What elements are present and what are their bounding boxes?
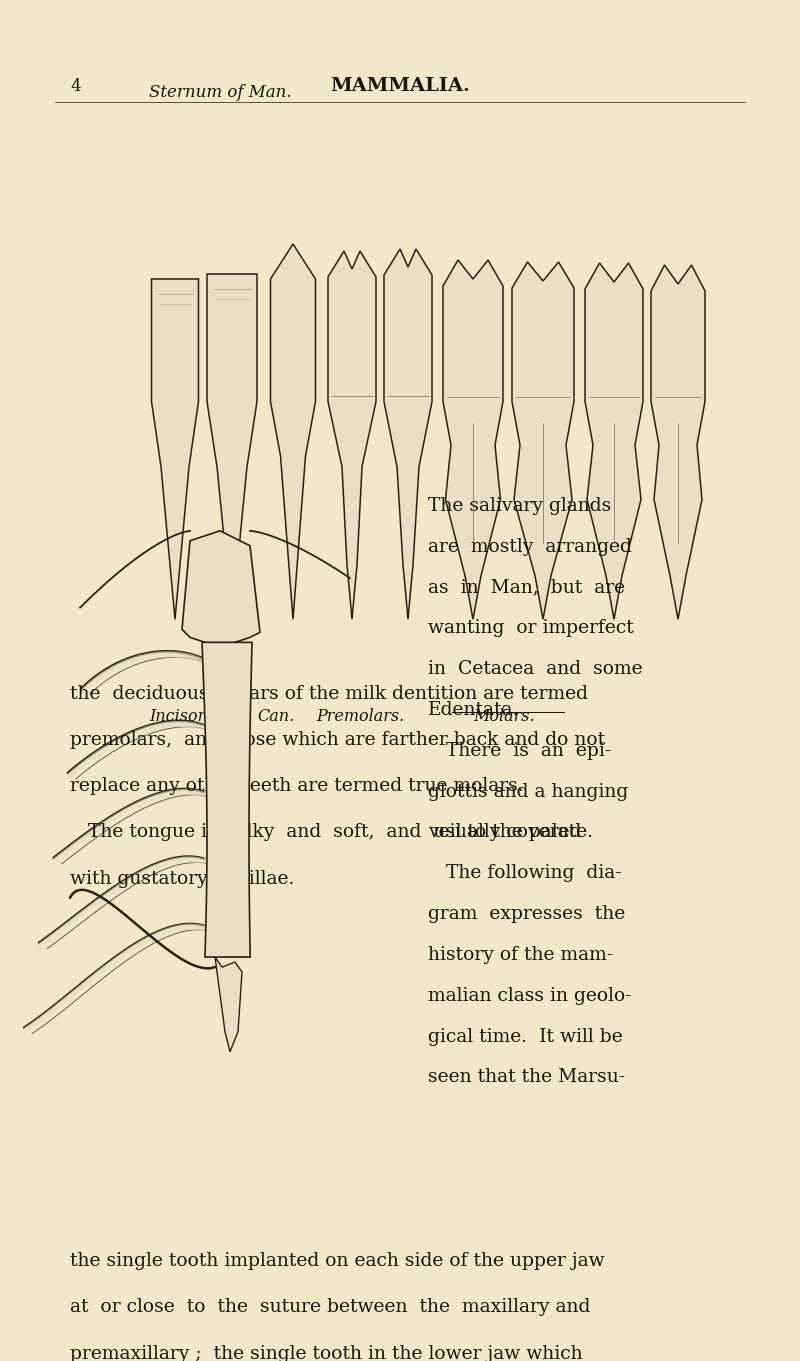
Polygon shape <box>207 274 257 619</box>
Text: Edentata.: Edentata. <box>428 701 519 719</box>
Polygon shape <box>270 244 315 619</box>
Polygon shape <box>151 279 198 619</box>
Polygon shape <box>443 260 503 619</box>
Polygon shape <box>512 263 574 619</box>
Polygon shape <box>182 531 260 648</box>
Text: 4: 4 <box>70 78 81 95</box>
Polygon shape <box>202 642 252 957</box>
Polygon shape <box>585 263 643 619</box>
Text: glottis and a hanging: glottis and a hanging <box>428 783 628 800</box>
Text: Can.: Can. <box>258 708 294 724</box>
Text: as  in  Man,  but  are: as in Man, but are <box>428 578 625 596</box>
Text: replace any other teeth are termed true molars.: replace any other teeth are termed true … <box>70 777 524 795</box>
Text: the single tooth implanted on each side of the upper jaw: the single tooth implanted on each side … <box>70 1252 605 1270</box>
Polygon shape <box>215 957 242 1052</box>
Text: Sternum of Man.: Sternum of Man. <box>149 84 291 101</box>
Text: are  mostly  arranged: are mostly arranged <box>428 538 632 555</box>
Text: with gustatory papillae.: with gustatory papillae. <box>70 870 294 887</box>
Text: gical time.  It will be: gical time. It will be <box>428 1028 622 1045</box>
Text: the  deciduous molars of the milk dentition are termed: the deciduous molars of the milk dentiti… <box>70 685 588 702</box>
Polygon shape <box>384 249 432 619</box>
Text: MAMMALIA.: MAMMALIA. <box>330 78 470 95</box>
Text: premaxillary ;  the single tooth in the lower jaw which: premaxillary ; the single tooth in the l… <box>70 1345 582 1361</box>
Text: The tongue is bulky  and  soft,  and  usually covered: The tongue is bulky and soft, and usuall… <box>70 823 582 841</box>
Text: The salivary glands: The salivary glands <box>428 497 611 514</box>
Text: Premolars.: Premolars. <box>316 708 404 724</box>
Text: history of the mam-: history of the mam- <box>428 946 614 964</box>
Text: wanting  or imperfect: wanting or imperfect <box>428 619 634 637</box>
Text: gram  expresses  the: gram expresses the <box>428 905 626 923</box>
Text: veil to the palate.: veil to the palate. <box>428 823 593 841</box>
Text: in  Cetacea  and  some: in Cetacea and some <box>428 660 642 678</box>
Text: Molars.: Molars. <box>473 708 535 724</box>
Text: at  or close  to  the  suture between  the  maxillary and: at or close to the suture between the ma… <box>70 1298 590 1316</box>
Text: seen that the Marsu-: seen that the Marsu- <box>428 1068 626 1086</box>
Text: There  is  an  epi-: There is an epi- <box>428 742 611 759</box>
Text: premolars,  and those which are farther back and do not: premolars, and those which are farther b… <box>70 731 605 749</box>
Polygon shape <box>651 265 705 619</box>
Text: The following  dia-: The following dia- <box>428 864 622 882</box>
Text: malian class in geolo-: malian class in geolo- <box>428 987 632 1004</box>
Polygon shape <box>328 250 376 619</box>
Text: Incisors.: Incisors. <box>149 708 219 724</box>
